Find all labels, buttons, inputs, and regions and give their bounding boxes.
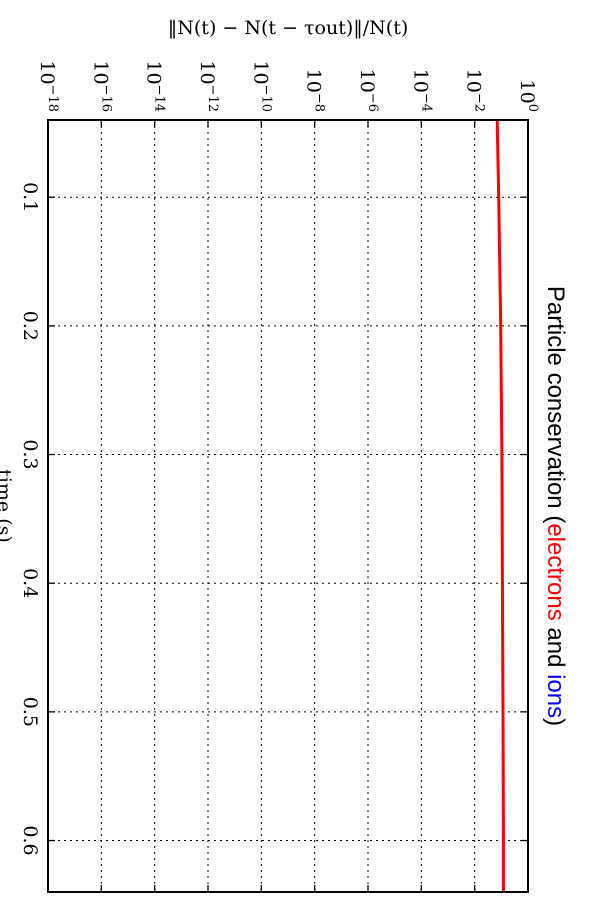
y-tick-label: 10−14 [143,60,167,112]
y-tick-label: 10−4 [409,69,433,112]
y-tick-label: 10−10 [249,60,273,112]
y-tick-label: 10−18 [36,60,60,112]
y-tick-label: 10−16 [89,60,113,112]
labels: 0.1 0.2 0.3 0.4 0.5 0.6 100 10−2 10−4 10−6 10−8 10−… [19,60,540,855]
x-tick-label: 0.4 [19,568,41,598]
x-axis-label: time (s) [0,469,15,543]
y-tick-label: 100 [516,80,540,112]
y-tick-label: 10−12 [196,60,220,112]
chart-title: Particle conservation (electrons and ion… [542,286,569,726]
ticks [47,120,529,892]
title-part: Particle conservation ( [542,286,569,523]
y-axis-label: ‖N(t) − N(t − τout)‖/N(t) [168,17,408,39]
x-tick-label: 0.3 [19,439,41,469]
title-part: electrons [542,523,569,620]
y-tick-label: 10−6 [356,69,380,112]
x-tick-label: 0.5 [19,697,41,727]
title-part: ) [542,718,569,726]
y-tick-label: 10−2 [463,69,487,112]
x-tick-label: 0.2 [19,311,41,341]
y-tick-label: 10−8 [303,69,327,112]
grid [48,120,528,892]
title-part: and [542,621,569,674]
title-part: ions [542,674,569,718]
x-tick-label: 0.1 [19,182,41,212]
series-line [495,119,505,892]
x-tick-label: 0.6 [19,825,41,855]
series-layer [495,119,505,892]
plot-frame [47,119,529,893]
